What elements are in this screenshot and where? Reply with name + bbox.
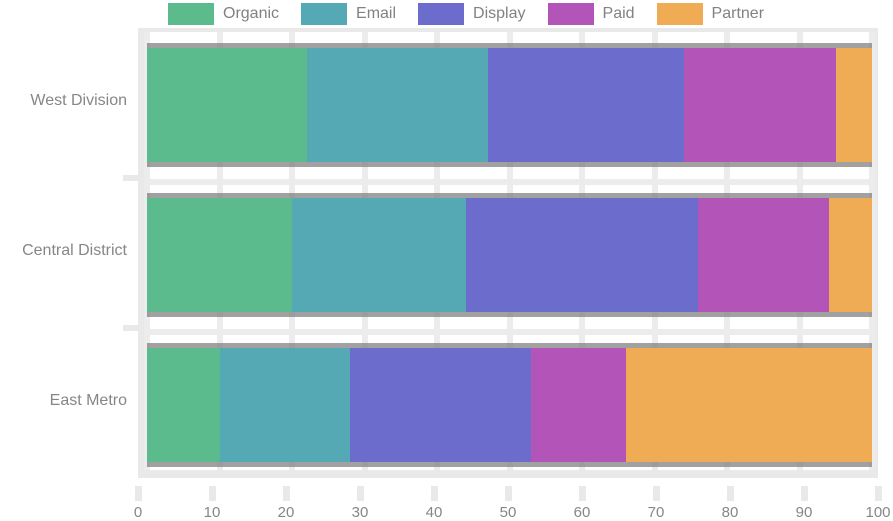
bar-segment-paid [531,348,626,462]
bar-segment-display [466,198,698,312]
bar-east-metro [147,348,872,462]
x-tick [801,486,808,501]
y-tick [123,325,138,331]
plot-area [138,28,878,478]
legend-swatch [656,3,703,25]
legend-label: Email [356,5,397,22]
bar-segment-partner [835,48,872,162]
x-tick [579,486,586,501]
legend-item-paid: Paid [547,3,635,25]
legend-item-display: Display [418,3,526,25]
legend-item-email: Email [301,3,396,25]
bar-central-district [147,198,872,312]
bar-segment-display [350,348,532,462]
x-tick [505,486,512,501]
legend-label: Organic [223,5,280,22]
x-tick [653,486,660,501]
bar-segment-organic [147,48,307,162]
bar-segment-organic [147,198,292,312]
bar-segment-email [292,198,466,312]
legend-label: Display [473,5,526,22]
x-tick [431,486,438,501]
x-tick [283,486,290,501]
bar-segment-display [487,48,684,162]
y-category-label: East Metro [49,392,127,409]
legend-label: Paid [602,5,635,22]
y-category-label: West Division [30,92,127,109]
gridline-vertical [869,32,875,470]
x-tick [357,486,364,501]
bar-segment-organic [147,348,220,462]
plot-inner [144,32,875,470]
x-tick [135,486,142,501]
legend-swatch [418,3,465,25]
legend-item-organic: Organic [168,3,279,25]
bar-west-division [147,48,872,162]
y-tick [123,175,138,181]
chart-legend: Organic Email Display Paid Partner [168,2,786,26]
y-category-label: Central District [22,242,127,259]
bar-segment-partner [828,198,872,312]
legend-swatch [547,3,594,25]
x-tick [209,486,216,501]
legend-swatch [301,3,348,25]
legend-swatch [168,3,214,25]
gridline-horizontal [147,179,872,185]
bar-segment-partner [625,348,872,462]
gridline-horizontal [147,329,872,335]
bar-segment-paid [698,198,829,312]
bar-segment-paid [683,48,836,162]
bar-segment-email [306,48,488,162]
bar-segment-email [219,348,350,462]
legend-item-partner: Partner [656,3,765,25]
x-tick [727,486,734,501]
legend-label: Partner [711,5,765,22]
x-tick [875,486,882,501]
